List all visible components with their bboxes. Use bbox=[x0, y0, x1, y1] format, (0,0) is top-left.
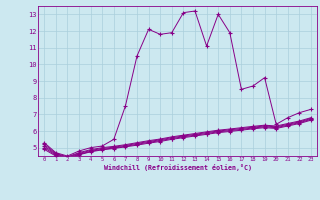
X-axis label: Windchill (Refroidissement éolien,°C): Windchill (Refroidissement éolien,°C) bbox=[104, 164, 252, 171]
